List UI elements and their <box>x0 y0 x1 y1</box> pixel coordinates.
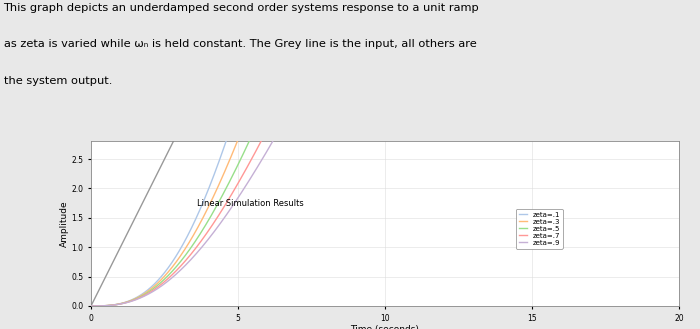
zeta=.7 <box>312 28 321 32</box>
zeta=.5 <box>87 304 95 308</box>
zeta=.9 <box>189 255 197 259</box>
Line: zeta=.5: zeta=.5 <box>91 0 679 306</box>
zeta=.9 <box>87 304 95 308</box>
zeta=.5 <box>154 283 162 287</box>
Line: zeta=.7: zeta=.7 <box>91 0 679 306</box>
zeta=.3 <box>154 281 162 285</box>
Text: This graph depicts an underdamped second order systems response to a unit ramp: This graph depicts an underdamped second… <box>4 3 480 13</box>
zeta=.5 <box>189 243 197 247</box>
X-axis label: Time (seconds): Time (seconds) <box>351 325 419 329</box>
zeta=.3 <box>189 234 197 238</box>
Text: Linear Simulation Results: Linear Simulation Results <box>197 199 304 208</box>
zeta=.7 <box>154 285 162 289</box>
zeta=.3 <box>87 304 95 308</box>
Text: the system output.: the system output. <box>4 76 112 86</box>
zeta=.9 <box>154 286 162 290</box>
zeta=.7 <box>189 250 197 254</box>
zeta=.1 <box>87 304 95 308</box>
Line: zeta=.9: zeta=.9 <box>91 0 679 306</box>
Y-axis label: Amplitude: Amplitude <box>60 200 69 247</box>
Legend: zeta=.1, zeta=.3, zeta=.5, zeta=.7, zeta=.9: zeta=.1, zeta=.3, zeta=.5, zeta=.7, zeta… <box>516 209 563 249</box>
Line: zeta=.1: zeta=.1 <box>91 0 679 306</box>
zeta=.1 <box>189 223 197 227</box>
zeta=.1 <box>154 278 162 282</box>
zeta=.9 <box>312 60 321 64</box>
Line: zeta=.3: zeta=.3 <box>91 0 679 306</box>
Text: as zeta is varied while ωₙ is held constant. The Grey line is the input, all oth: as zeta is varied while ωₙ is held const… <box>4 39 476 49</box>
zeta=.9 <box>338 12 346 16</box>
zeta=.7 <box>87 304 95 308</box>
